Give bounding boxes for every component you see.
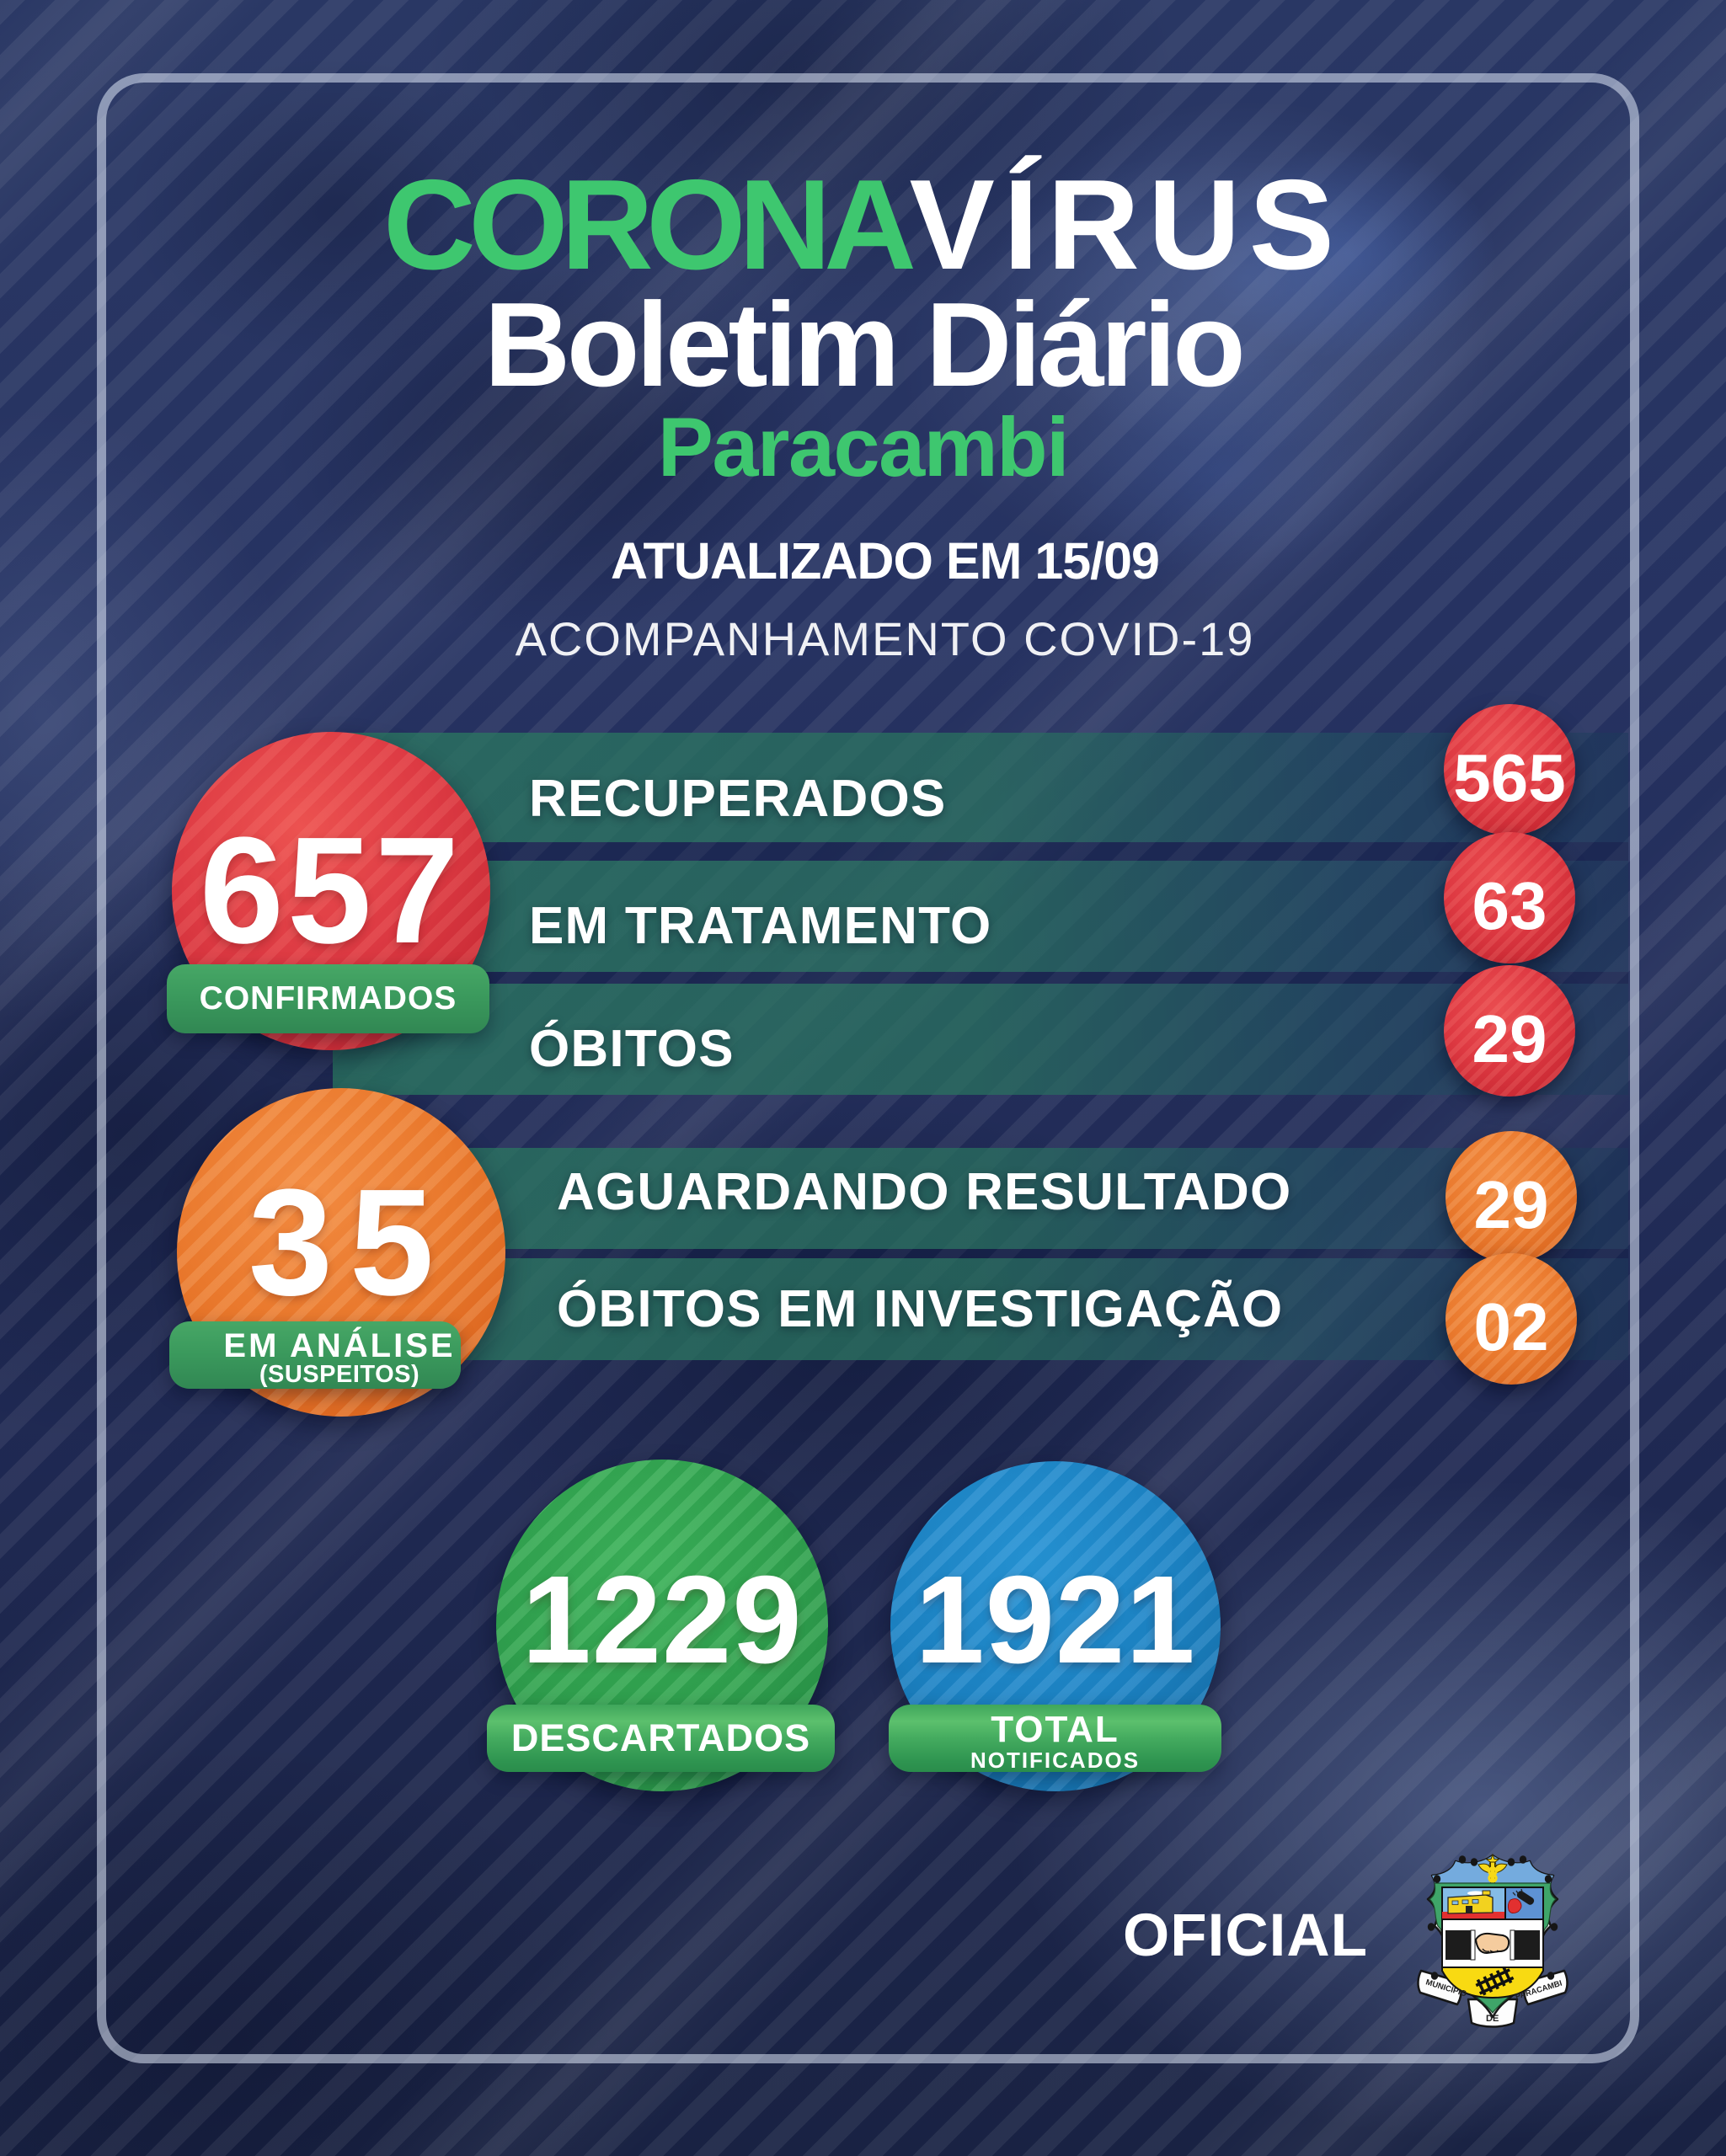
svg-text:DE: DE	[1486, 2014, 1499, 2024]
